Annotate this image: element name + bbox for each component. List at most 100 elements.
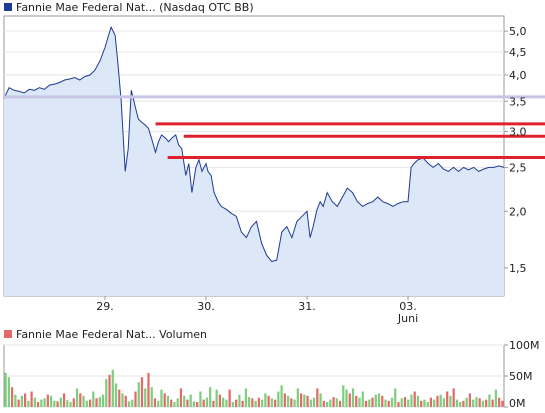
volume-bar	[111, 369, 114, 407]
volume-bar	[374, 394, 377, 407]
volume-bar	[95, 398, 98, 407]
volume-bar	[20, 395, 23, 407]
volume-bar	[423, 399, 426, 407]
volume-bar	[49, 395, 53, 407]
volume-bar	[394, 388, 397, 407]
volume-bar	[72, 398, 75, 407]
price-area-fill	[4, 27, 504, 296]
volume-bar	[377, 393, 381, 407]
volume-bar	[439, 394, 442, 407]
volume-bar	[351, 388, 355, 407]
volume-bar	[329, 399, 332, 407]
volume-bar	[183, 395, 186, 407]
volume-bar	[147, 372, 150, 407]
volume-bar	[225, 399, 228, 407]
volume-bar	[131, 399, 134, 407]
volume-bar	[205, 397, 209, 407]
volume-bar	[286, 395, 290, 407]
volume-legend: Fannie Mae Federal Nat... Volumen	[4, 328, 207, 341]
volume-bar	[137, 382, 140, 407]
volume-legend-label: Fannie Mae Federal Nat... Volumen	[16, 328, 207, 341]
volume-bar	[179, 388, 183, 407]
volume-bar	[163, 393, 166, 407]
price-x-axis: 29. 30. 31. 03.Juni	[96, 296, 418, 325]
price-x-tick-label: 03.	[399, 300, 417, 313]
volume-bar	[248, 397, 251, 407]
volume-bar	[222, 397, 225, 407]
volume-bar	[17, 399, 20, 407]
price-x-tick-label: 30.	[197, 300, 215, 313]
volume-bar	[442, 398, 446, 407]
price-y-tick-label: 3,0	[509, 126, 527, 139]
volume-bar	[59, 397, 62, 407]
volume-bar	[481, 400, 485, 407]
volume-bar	[426, 402, 429, 407]
volume-bar	[290, 398, 293, 407]
volume-bar	[196, 402, 199, 407]
price-y-tick-label: 2,5	[509, 161, 527, 174]
volume-bar	[462, 400, 465, 407]
volume-bar	[7, 377, 10, 407]
volume-bar	[75, 388, 79, 407]
volume-bar	[127, 401, 131, 407]
volume-bar	[306, 395, 309, 407]
volume-bar	[212, 400, 215, 407]
volume-bar	[202, 399, 205, 407]
volume-bar	[485, 399, 488, 407]
volume-bar	[254, 400, 257, 407]
volume-bar	[312, 397, 316, 407]
price-legend-label: Fannie Mae Federal Nat... (Nasdaq OTC BB…	[16, 1, 254, 14]
volume-bar	[121, 393, 124, 407]
volume-bar	[338, 400, 342, 407]
volume-bar	[322, 400, 325, 407]
volume-bar	[478, 398, 481, 407]
volume-bar	[134, 391, 137, 407]
volume-bar	[218, 394, 222, 407]
volume-bar	[189, 394, 192, 407]
volume-bar	[157, 400, 160, 407]
volume-bar	[494, 389, 498, 407]
volume-bar	[27, 400, 30, 407]
volume-bar	[160, 389, 163, 407]
volume-bar	[416, 395, 420, 407]
volume-bar	[345, 389, 348, 407]
volume-bar	[342, 385, 345, 407]
volume-bar	[280, 385, 283, 407]
volume-bar	[371, 397, 374, 407]
volume-bar	[293, 399, 296, 407]
volume-legend-swatch	[4, 330, 12, 338]
volume-bar	[53, 400, 56, 407]
volume-bar	[241, 400, 244, 407]
volume-bar	[407, 399, 410, 407]
volume-y-tick-label: 50M	[509, 370, 533, 383]
volume-bar	[235, 399, 238, 407]
volume-bar	[403, 397, 407, 407]
price-y-tick-label: 2,0	[509, 205, 527, 218]
volume-bar	[153, 398, 157, 407]
volume-bar	[118, 389, 121, 407]
volume-bar	[108, 374, 111, 407]
volume-bar	[192, 401, 196, 407]
price-x-tick-sublabel: Juni	[397, 312, 418, 325]
volume-bar	[43, 398, 46, 407]
price-y-tick-label: 4,0	[509, 69, 527, 82]
volume-bar	[88, 399, 92, 407]
reference-lines	[4, 95, 545, 159]
volume-bar	[429, 397, 433, 407]
volume-bar	[10, 387, 14, 407]
volume-bar	[98, 397, 101, 407]
volume-bar	[251, 398, 254, 407]
volume-bar	[335, 398, 338, 407]
volume-bar	[319, 393, 322, 407]
volume-bar	[124, 395, 127, 407]
volume-bar	[472, 399, 475, 407]
volume-bar	[4, 372, 7, 407]
volume-y-axis: 100M 50M 0M	[504, 339, 540, 410]
volume-bar	[23, 393, 27, 407]
volume-bar	[358, 397, 361, 407]
volume-bar	[69, 402, 72, 407]
volume-bar	[270, 398, 273, 407]
volume-bar	[468, 393, 472, 407]
volume-bar	[85, 400, 88, 407]
volume-bar	[436, 395, 439, 407]
